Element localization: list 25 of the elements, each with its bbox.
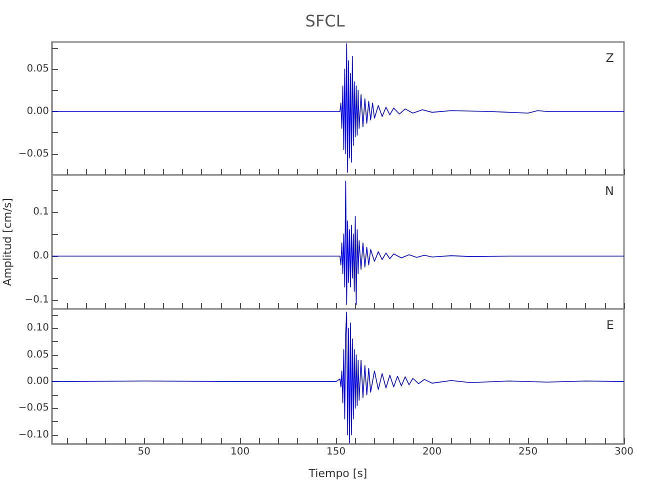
x-axis-title: Tiempo [s]	[308, 467, 368, 480]
x-tick-label: 200	[422, 446, 442, 458]
x-tick-label: 50	[138, 446, 150, 458]
y-tick-label: −0.05	[18, 402, 49, 414]
x-tick-label: 300	[614, 446, 634, 458]
x-tick-label: 100	[230, 446, 250, 458]
chart-title: SFCL	[305, 12, 345, 30]
y-axis-title: Amplitud [cm/s]	[1, 198, 14, 286]
line-series	[52, 312, 624, 444]
y-tick-label: 0.00	[26, 376, 49, 388]
y-tick-label: −0.10	[18, 429, 49, 440]
y-tick-label: 0.05	[26, 349, 49, 360]
annotation: E	[606, 318, 614, 332]
y-tick-label: 0.10	[26, 322, 49, 334]
annotation: Z	[606, 51, 614, 65]
y-tick-label: 0.05	[26, 64, 49, 75]
x-tick-label: 150	[326, 446, 346, 458]
line-series	[52, 180, 624, 305]
y-tick-label: 0.1	[33, 206, 49, 218]
y-tick-label: 0.0	[33, 250, 49, 262]
y-tick-label: −0.05	[18, 148, 49, 160]
x-tick-label: 250	[518, 446, 538, 458]
y-tick-label: 0.00	[26, 106, 49, 117]
y-tick-label: −0.1	[24, 294, 49, 306]
annotation: N	[605, 184, 614, 198]
